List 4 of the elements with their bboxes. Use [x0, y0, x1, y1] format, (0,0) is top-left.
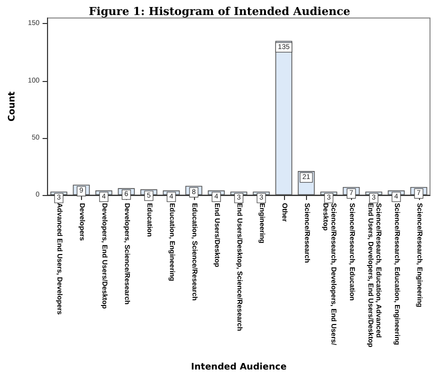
bar	[275, 40, 292, 195]
y-axis-title: Count	[8, 90, 18, 122]
chart-title: Figure 1: Histogram of Intended Audience	[88, 5, 350, 18]
x-axis-title: Intended Audience	[191, 362, 287, 372]
